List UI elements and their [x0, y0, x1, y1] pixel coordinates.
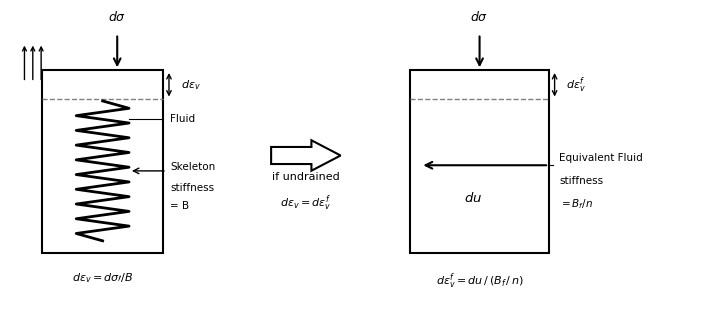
Text: stiffness: stiffness: [170, 183, 215, 193]
Text: $d\varepsilon_v = d\varepsilon_v^f$: $d\varepsilon_v = d\varepsilon_v^f$: [280, 193, 332, 213]
Bar: [42, 70, 163, 253]
Text: stiffness: stiffness: [559, 176, 603, 186]
Bar: [410, 70, 549, 253]
Text: $d\varepsilon_v^f = du\,/\,(B_f\,/\,n)$: $d\varepsilon_v^f = du\,/\,(B_f\,/\,n)$: [435, 271, 523, 291]
Text: Equivalent Fluid: Equivalent Fluid: [559, 153, 643, 163]
Text: Skeleton: Skeleton: [170, 162, 216, 172]
Text: = B: = B: [170, 201, 189, 211]
Text: $= B_f / n$: $= B_f / n$: [559, 197, 593, 211]
Text: $d\sigma$: $d\sigma$: [108, 11, 126, 25]
Text: $d\sigma$: $d\sigma$: [471, 11, 489, 25]
Text: $d\varepsilon_v$: $d\varepsilon_v$: [182, 78, 201, 92]
Text: $d\varepsilon_v^f$: $d\varepsilon_v^f$: [566, 75, 586, 95]
Text: Fluid: Fluid: [170, 114, 196, 124]
Polygon shape: [271, 140, 340, 171]
Text: $d\varepsilon_v = d\sigma\prime / B$: $d\varepsilon_v = d\sigma\prime / B$: [72, 271, 133, 285]
Text: $du$: $du$: [464, 191, 481, 205]
Text: if undrained: if undrained: [272, 172, 340, 182]
